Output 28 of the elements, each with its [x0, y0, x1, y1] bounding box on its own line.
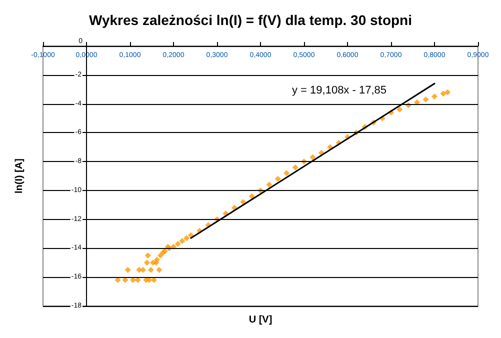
point — [248, 193, 255, 200]
y-axis-title: ln(I) [A] — [14, 158, 25, 194]
point — [156, 266, 162, 273]
point — [148, 266, 154, 273]
chart-title: Wykres zależności ln(I) = f(V) dla temp. 30 stopni — [89, 12, 412, 28]
annotation: y = 19,108x - 17,85 — [292, 84, 386, 96]
point — [274, 176, 281, 182]
point — [292, 164, 298, 170]
point — [154, 256, 160, 263]
point — [140, 266, 146, 273]
point — [284, 170, 290, 176]
point — [440, 90, 446, 97]
point — [396, 106, 403, 113]
point — [174, 240, 181, 247]
point — [422, 96, 429, 102]
point — [310, 154, 316, 160]
point — [124, 266, 131, 273]
point — [144, 252, 151, 258]
point — [157, 252, 164, 258]
point — [414, 99, 420, 106]
point — [184, 235, 190, 242]
point — [144, 260, 150, 266]
point — [240, 199, 246, 205]
point — [444, 89, 451, 96]
point — [179, 238, 186, 244]
point — [432, 94, 438, 100]
x-axis-title: U [V] — [248, 314, 272, 326]
point — [266, 182, 272, 188]
